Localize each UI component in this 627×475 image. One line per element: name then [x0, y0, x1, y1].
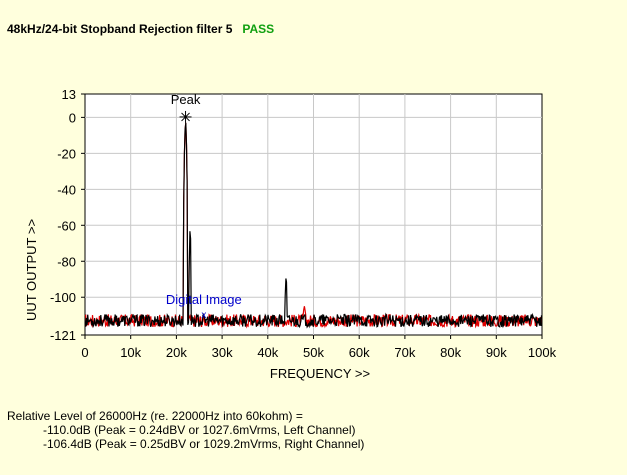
x-tick-label: 90k [486, 345, 507, 360]
x-tick-label: 70k [394, 345, 415, 360]
spectrum-chart: 0 10k 20k 30k 40k 50k 60k 70k 80k 90k 100k 13 0 -20 -4… [24, 87, 557, 381]
y-tick-label: -40 [57, 182, 76, 197]
y-tick-label: 0 [69, 110, 76, 125]
x-tick-label: 80k [440, 345, 461, 360]
plot-traces [84, 122, 543, 329]
y-axis-label: UUT OUTPUT >> [24, 219, 39, 321]
plot-annotations: Peak x Digital Image [166, 92, 242, 321]
x-tick-label: 30k [212, 345, 233, 360]
axis-ticks: 0 10k 20k 30k 40k 50k 60k 70k 80k 90k 100k 13 0 -20 -4… [50, 87, 557, 360]
result-left-channel: -110.0dB (Peak = 0.24dBV or 1027.6mVrms,… [43, 423, 356, 437]
left-channel-trace [84, 122, 543, 329]
x-tick-label: 20k [166, 345, 187, 360]
peak-marker-d2 [181, 112, 190, 122]
x-tick-label: 100k [528, 345, 557, 360]
x-tick-label: 60k [349, 345, 370, 360]
x-tick-label: 0 [81, 345, 88, 360]
pass-status-badge: PASS [242, 22, 275, 36]
test-header: 48kHz/24-bit Stopband Rejection filter 5… [7, 22, 274, 36]
y-tick-label: -20 [57, 146, 76, 161]
y-tick-label: -80 [57, 254, 76, 269]
y-tick-label: 13 [62, 87, 76, 102]
test-title: 48kHz/24-bit Stopband Rejection filter 5 [7, 22, 233, 36]
y-tick-label: -100 [50, 290, 76, 305]
result-description: Relative Level of 26000Hz (re. 22000Hz i… [7, 409, 303, 423]
x-tick-label: 40k [257, 345, 278, 360]
digital-image-annotation-label: Digital Image [166, 292, 242, 307]
result-summary: Relative Level of 26000Hz (re. 22000Hz i… [7, 409, 364, 451]
y-tick-label: -121 [50, 328, 76, 343]
x-tick-label: 10k [120, 345, 141, 360]
result-right-channel: -106.4dB (Peak = 0.25dBV or 1029.2mVrms,… [43, 437, 365, 451]
x-axis-label: FREQUENCY >> [270, 366, 370, 381]
digital-image-marker: x [201, 310, 206, 321]
y-tick-label: -60 [57, 218, 76, 233]
peak-annotation-label: Peak [171, 92, 201, 107]
plot-grid [85, 94, 542, 335]
x-tick-label: 50k [303, 345, 324, 360]
